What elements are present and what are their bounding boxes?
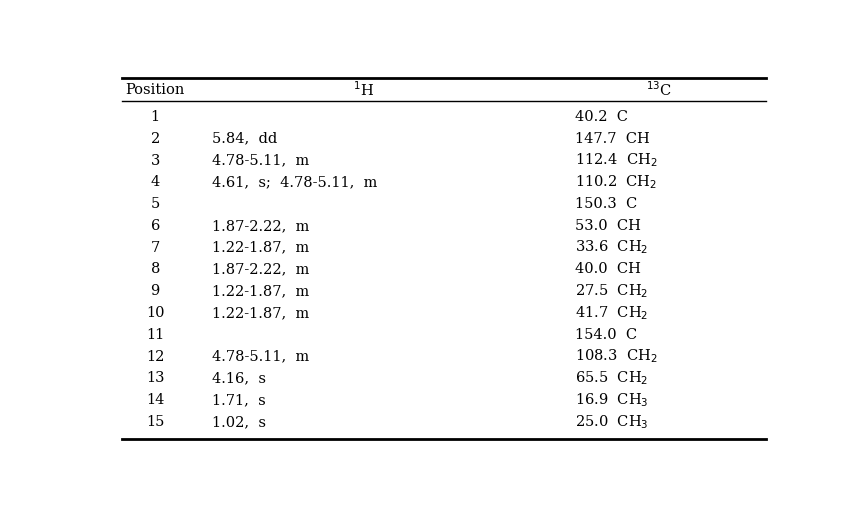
Text: 1.71,  s: 1.71, s [212,393,266,407]
Text: Position: Position [126,83,185,97]
Text: 40.0  CH: 40.0 CH [575,263,641,276]
Text: 1.87-2.22,  m: 1.87-2.22, m [212,219,310,233]
Text: 1.02,  s: 1.02, s [212,415,266,429]
Text: 4.78-5.11,  m: 4.78-5.11, m [212,349,309,364]
Text: 110.2  CH$_2$: 110.2 CH$_2$ [575,173,657,191]
Text: 16.9  CH$_3$: 16.9 CH$_3$ [575,391,649,409]
Text: 150.3  C: 150.3 C [575,197,637,211]
Text: 2: 2 [151,132,160,146]
Text: 112.4  CH$_2$: 112.4 CH$_2$ [575,152,657,169]
Text: 12: 12 [146,349,165,364]
Text: 5: 5 [151,197,160,211]
Text: 25.0  CH$_3$: 25.0 CH$_3$ [575,413,649,431]
Text: 11: 11 [146,328,165,342]
Text: 1.22-1.87,  m: 1.22-1.87, m [212,241,309,255]
Text: 8: 8 [151,263,160,276]
Text: 3: 3 [151,154,160,168]
Text: 14: 14 [146,393,165,407]
Text: 5.84,  dd: 5.84, dd [212,132,277,146]
Text: 1.87-2.22,  m: 1.87-2.22, m [212,263,310,276]
Text: $^{1}$H: $^{1}$H [352,80,374,99]
Text: 4.78-5.11,  m: 4.78-5.11, m [212,154,309,168]
Text: 9: 9 [151,284,160,298]
Text: 7: 7 [151,241,160,255]
Text: 108.3  CH$_2$: 108.3 CH$_2$ [575,347,657,365]
Text: 147.7  CH: 147.7 CH [575,132,650,146]
Text: $^{13}$C: $^{13}$C [645,80,672,99]
Text: 4: 4 [151,175,160,189]
Text: 40.2  C: 40.2 C [575,110,628,124]
Text: 1.22-1.87,  m: 1.22-1.87, m [212,284,309,298]
Text: 4.61,  s;  4.78-5.11,  m: 4.61, s; 4.78-5.11, m [212,175,378,189]
Text: 154.0  C: 154.0 C [575,328,637,342]
Text: 1.22-1.87,  m: 1.22-1.87, m [212,306,309,320]
Text: 65.5  CH$_2$: 65.5 CH$_2$ [575,370,648,387]
Text: 53.0  CH: 53.0 CH [575,219,641,233]
Text: 10: 10 [146,306,165,320]
Text: 15: 15 [146,415,165,429]
Text: 27.5  CH$_2$: 27.5 CH$_2$ [575,282,648,300]
Text: 1: 1 [151,110,160,124]
Text: 4.16,  s: 4.16, s [212,371,266,385]
Text: 33.6  CH$_2$: 33.6 CH$_2$ [575,239,648,257]
Text: 6: 6 [151,219,160,233]
Text: 13: 13 [146,371,165,385]
Text: 41.7  CH$_2$: 41.7 CH$_2$ [575,304,648,322]
